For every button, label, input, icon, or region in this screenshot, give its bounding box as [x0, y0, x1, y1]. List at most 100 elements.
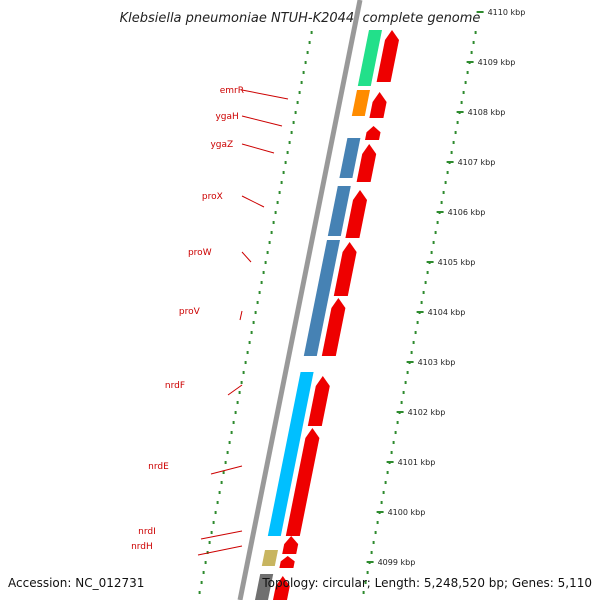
- ruler-dot: [410, 351, 413, 354]
- inner-ruler-dot: [222, 471, 225, 474]
- strand-arrow: [273, 576, 290, 600]
- inner-ruler-dot: [234, 411, 237, 414]
- kbp-labels: 4110 kbp 4109 kbp 4108 kbp 4107 kbp 4106 kbp…: [378, 8, 526, 567]
- gene-label-nrdH: nrdH: [131, 542, 153, 552]
- inner-ruler-dot: [256, 301, 259, 304]
- map-title: Klebsiella pneumoniae NTUH-K2044, comple…: [120, 11, 481, 26]
- inner-ruler-dot: [270, 231, 273, 234]
- strand-arrow: [307, 376, 330, 426]
- leader-line-ygaZ: [241, 143, 275, 154]
- kbp-label: 4101 kbp: [398, 458, 436, 467]
- gene-label-proW: proW: [188, 248, 212, 258]
- kbp-label: 4104 kbp: [428, 308, 466, 317]
- ruler-dot: [426, 271, 429, 274]
- leader-line-proW: [241, 251, 252, 263]
- ruler-dot: [456, 121, 459, 124]
- leader-line-emrR: [241, 89, 289, 100]
- inner-ruler-dot: [304, 61, 307, 64]
- ruler-dot: [460, 101, 463, 104]
- inner-ruler-dot: [238, 391, 241, 394]
- ruler-dot: [436, 221, 439, 224]
- gene-label-proX: proX: [202, 192, 223, 202]
- inner-ruler-dot: [216, 501, 219, 504]
- ruler-dot: [402, 391, 405, 394]
- kbp-label: 4105 kbp: [438, 258, 476, 267]
- leader-line-nrdE: [210, 465, 243, 475]
- inner-ruler-dot: [232, 421, 235, 424]
- ruler-dot: [400, 401, 403, 404]
- inner-ruler-dot: [254, 311, 257, 314]
- inner-ruler-dot: [258, 291, 261, 294]
- ruler-dot: [432, 241, 435, 244]
- strand-arrow: [282, 536, 299, 554]
- ruler-dot: [422, 291, 425, 294]
- gene-label-emrR: emrR: [220, 86, 244, 96]
- inner-ruler-dot: [246, 351, 249, 354]
- map-body: 4110 kbp 4109 kbp 4108 kbp 4107 kbp 4106 kbp…: [131, 0, 525, 600]
- strand-arrow: [279, 556, 295, 568]
- topology-text: Topology: circular; Length: 5,248,520 bp…: [261, 576, 592, 590]
- inner-ruler-dot: [264, 261, 267, 264]
- ruler-dot: [416, 321, 419, 324]
- ruler-dot: [444, 181, 447, 184]
- ruler-dot: [362, 591, 365, 594]
- inner-ruler-dot: [278, 191, 281, 194]
- feature-block-emrR: [351, 90, 370, 116]
- ruler-dot: [364, 581, 367, 584]
- inner-ruler-dot: [276, 201, 279, 204]
- ruler-dot: [382, 491, 385, 494]
- inner-ruler-dot: [280, 181, 283, 184]
- kbp-label: 4100 kbp: [388, 508, 426, 517]
- kbp-label: 4109 kbp: [478, 58, 516, 67]
- inner-ruler-dot: [260, 281, 263, 284]
- ruler-dot: [380, 501, 383, 504]
- ruler-dot: [470, 51, 473, 54]
- ruler-dot: [392, 441, 395, 444]
- inner-ruler-dot: [282, 171, 285, 174]
- strand-arrow: [376, 30, 399, 82]
- kbp-ruler: [198, 11, 484, 594]
- inner-ruler-dot: [206, 551, 209, 554]
- ruler-dot: [412, 341, 415, 344]
- inner-ruler-dot: [300, 81, 303, 84]
- kbp-label: 4110 kbp: [488, 8, 526, 17]
- inner-ruler-dot: [228, 441, 231, 444]
- leader-line-nrdH: [197, 545, 243, 556]
- inner-ruler-dot: [214, 511, 217, 514]
- gene-label-nrdI: nrdI: [138, 527, 156, 537]
- inner-ruler-dot: [200, 581, 203, 584]
- inner-ruler-dot: [266, 251, 269, 254]
- ruler-dot: [396, 421, 399, 424]
- feature-blocks: [255, 30, 382, 600]
- inner-ruler-dot: [244, 361, 247, 364]
- inner-ruler-dot: [210, 531, 213, 534]
- inner-ruler-dot: [268, 241, 271, 244]
- inner-ruler-dot: [224, 461, 227, 464]
- leader-line-ygaH: [241, 115, 283, 127]
- inner-ruler-dot: [288, 141, 291, 144]
- inner-ruler-dot: [248, 341, 251, 344]
- ruler-dot: [420, 301, 423, 304]
- feature-block-nrdI: [261, 550, 278, 566]
- feature-block: [255, 574, 274, 600]
- inner-ruler-dot: [240, 381, 243, 384]
- inner-ruler-dot: [208, 541, 211, 544]
- ruler-dot: [442, 191, 445, 194]
- ruler-dot: [404, 381, 407, 384]
- inner-ruler-dot: [286, 151, 289, 154]
- inner-ruler-dot: [198, 591, 201, 594]
- inner-ruler-dot: [242, 371, 245, 374]
- inner-ruler-dot: [226, 451, 229, 454]
- accession-text: Accession: NC_012731: [8, 576, 144, 590]
- inner-ruler-dot: [298, 91, 301, 94]
- ruler-dot: [370, 551, 373, 554]
- inner-ruler-dot: [294, 111, 297, 114]
- gene-label-ygaZ: ygaZ: [210, 140, 233, 150]
- ruler-dot: [376, 521, 379, 524]
- ruler-dot: [464, 81, 467, 84]
- gene-labels: emrR ygaH ygaZ proX proW proV nrdF nrdE nrdI nrdH: [131, 86, 244, 552]
- strand-arrow: [321, 298, 346, 356]
- feature-block-ygaZ: [339, 138, 361, 178]
- inner-ruler-dot: [204, 561, 207, 564]
- ruler-dot: [384, 481, 387, 484]
